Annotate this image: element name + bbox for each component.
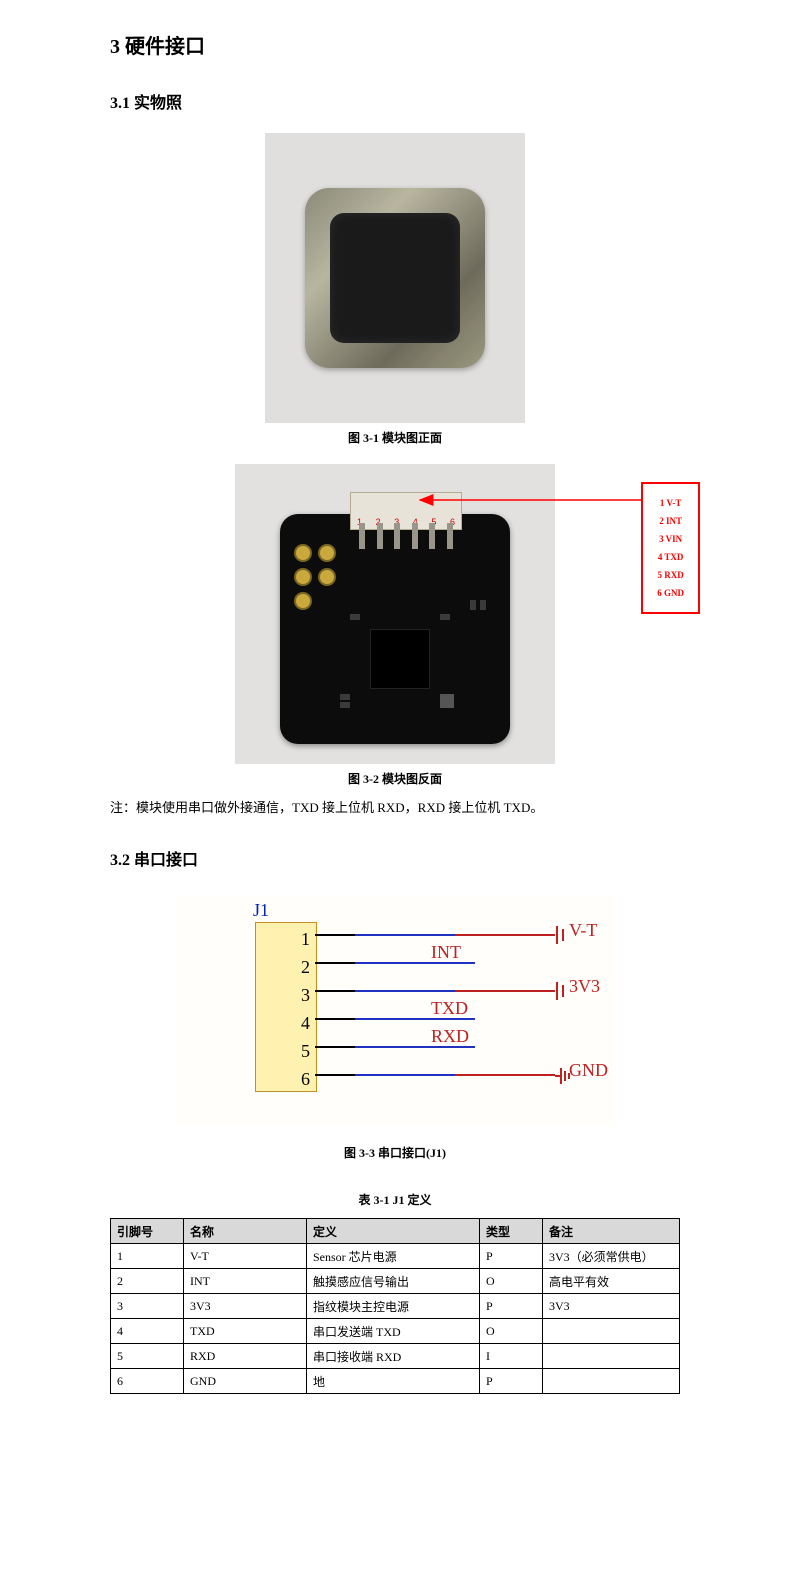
table-cell: P bbox=[480, 1294, 543, 1319]
legend-item: 3 VIN bbox=[657, 530, 684, 548]
table-cell: TXD bbox=[184, 1319, 307, 1344]
table-cell: INT bbox=[184, 1269, 307, 1294]
table-cell: 3V3（必须常供电） bbox=[543, 1244, 680, 1269]
table-cell bbox=[543, 1369, 680, 1394]
j1-label: J1 bbox=[253, 900, 269, 921]
table-caption: 表 3-1 J1 定义 bbox=[110, 1191, 680, 1208]
table-header-cell: 备注 bbox=[543, 1219, 680, 1244]
legend-item: 5 RXD bbox=[657, 566, 684, 584]
table-cell: 2 bbox=[111, 1269, 184, 1294]
table-header-cell: 定义 bbox=[307, 1219, 480, 1244]
callout-arrow bbox=[410, 490, 670, 510]
subsection-heading-1: 3.1 实物照 bbox=[110, 89, 680, 113]
figure-3: J1 1 2 3 4 5 6 V-T INT 3V3 TXD RXD GND 图 3-3 串口接口(J1… bbox=[110, 896, 680, 1161]
ground-symbol bbox=[555, 1066, 571, 1091]
table-cell: 5 bbox=[111, 1344, 184, 1369]
pin-number: 3 bbox=[301, 985, 310, 1006]
pin-number: 2 bbox=[301, 957, 310, 978]
figure-3-caption: 图 3-3 串口接口(J1) bbox=[110, 1144, 680, 1161]
pin-number: 4 bbox=[301, 1013, 310, 1034]
signal-label: GND bbox=[569, 1060, 608, 1081]
table-cell: 触摸感应信号输出 bbox=[307, 1269, 480, 1294]
table-cell: Sensor 芯片电源 bbox=[307, 1244, 480, 1269]
signal-label: 3V3 bbox=[569, 976, 600, 997]
pin-number: 1 bbox=[301, 929, 310, 950]
figure-2: 123456 1 V-T2 INT3 VI bbox=[110, 464, 680, 787]
table-cell: 3V3 bbox=[543, 1294, 680, 1319]
table-cell: RXD bbox=[184, 1344, 307, 1369]
table-cell: 指纹模块主控电源 bbox=[307, 1294, 480, 1319]
table-row: 33V3指纹模块主控电源P3V3 bbox=[111, 1294, 680, 1319]
table-cell: 6 bbox=[111, 1369, 184, 1394]
table-header-cell: 引脚号 bbox=[111, 1219, 184, 1244]
table-cell: 高电平有效 bbox=[543, 1269, 680, 1294]
table-row: 1V-TSensor 芯片电源P3V3（必须常供电） bbox=[111, 1244, 680, 1269]
table-header-cell: 名称 bbox=[184, 1219, 307, 1244]
legend-item: 1 V-T bbox=[657, 494, 684, 512]
table-row: 6GND地P bbox=[111, 1369, 680, 1394]
figure-2-caption: 图 3-2 模块图反面 bbox=[110, 770, 680, 787]
table-cell: O bbox=[480, 1269, 543, 1294]
table-cell bbox=[543, 1344, 680, 1369]
table-cell: P bbox=[480, 1244, 543, 1269]
table-cell: 串口发送端 TXD bbox=[307, 1319, 480, 1344]
section-heading: 3 硬件接口 bbox=[110, 30, 680, 59]
module-front-photo bbox=[265, 133, 525, 423]
pin-number: 5 bbox=[301, 1041, 310, 1062]
table-cell: P bbox=[480, 1369, 543, 1394]
table-cell bbox=[543, 1319, 680, 1344]
figure-1: 图 3-1 模块图正面 bbox=[110, 133, 680, 446]
table-row: 2INT触摸感应信号输出O高电平有效 bbox=[111, 1269, 680, 1294]
table-cell: V-T bbox=[184, 1244, 307, 1269]
signal-label: RXD bbox=[431, 1026, 469, 1047]
pin-definition-table: 引脚号名称定义类型备注 1V-TSensor 芯片电源P3V3（必须常供电）2I… bbox=[110, 1218, 680, 1394]
j1-connector-box: 1 2 3 4 5 6 bbox=[255, 922, 317, 1092]
table-cell: 4 bbox=[111, 1319, 184, 1344]
table-cell: 1 bbox=[111, 1244, 184, 1269]
table-cell: I bbox=[480, 1344, 543, 1369]
table-cell: 3V3 bbox=[184, 1294, 307, 1319]
serial-schematic: J1 1 2 3 4 5 6 V-T INT 3V3 TXD RXD GND bbox=[175, 896, 615, 1126]
capacitor-symbol bbox=[555, 982, 569, 1005]
table-cell: O bbox=[480, 1319, 543, 1344]
table-cell: GND bbox=[184, 1369, 307, 1394]
figure-1-caption: 图 3-1 模块图正面 bbox=[110, 429, 680, 446]
table-cell: 3 bbox=[111, 1294, 184, 1319]
signal-label: TXD bbox=[431, 998, 468, 1019]
table-cell: 地 bbox=[307, 1369, 480, 1394]
pin-number: 6 bbox=[301, 1069, 310, 1090]
subsection-heading-2: 3.2 串口接口 bbox=[110, 846, 680, 870]
legend-item: 4 TXD bbox=[657, 548, 684, 566]
legend-item: 6 GND bbox=[657, 584, 684, 602]
capacitor-symbol bbox=[555, 926, 569, 949]
legend-item: 2 INT bbox=[657, 512, 684, 530]
table-row: 4TXD串口发送端 TXDO bbox=[111, 1319, 680, 1344]
signal-label: INT bbox=[431, 942, 461, 963]
table-header-cell: 类型 bbox=[480, 1219, 543, 1244]
table-cell: 串口接收端 RXD bbox=[307, 1344, 480, 1369]
figure-2-note: 注：模块使用串口做外接通信，TXD 接上位机 RXD，RXD 接上位机 TXD。 bbox=[110, 797, 680, 816]
pin-legend-box: 1 V-T2 INT3 VIN4 TXD5 RXD6 GND bbox=[641, 482, 700, 614]
signal-label: V-T bbox=[569, 920, 597, 941]
table-row: 5RXD串口接收端 RXDI bbox=[111, 1344, 680, 1369]
